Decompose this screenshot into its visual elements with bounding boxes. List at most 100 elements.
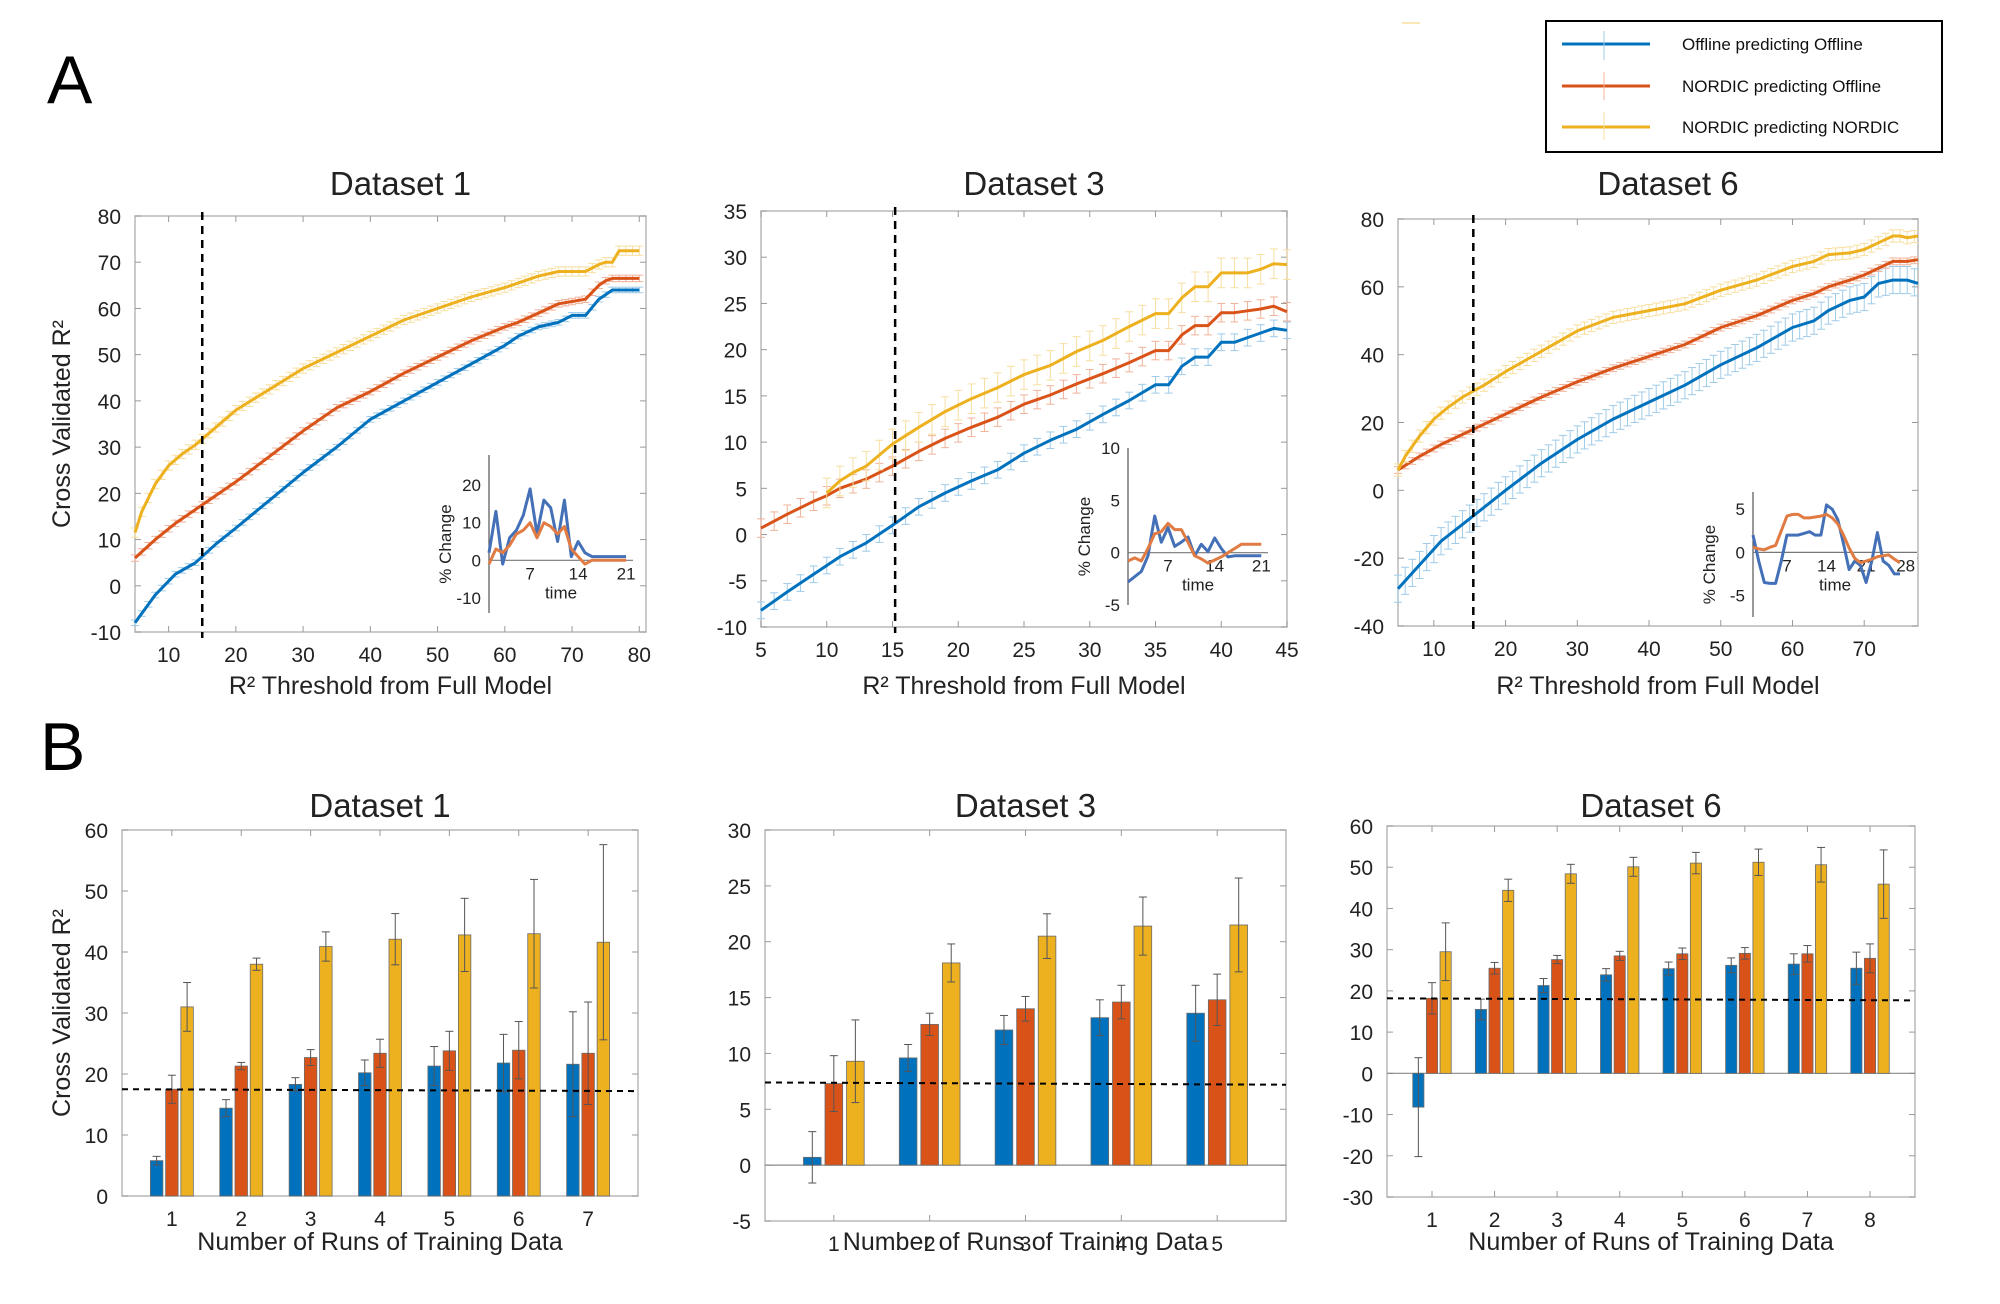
chart-a1: 10 20 30 40 50 60 70 80-1001020304050607080Data… <box>48 165 651 700</box>
bar <box>1037 935 1057 1166</box>
chart-b3: 1 2 3 4 5 -5 0 5 10 15 20 25 30 Dataset 3 Number of Ru… <box>728 787 1287 1256</box>
bar <box>1016 1008 1035 1166</box>
y-tick-label: 0 <box>739 1155 751 1178</box>
bar <box>319 946 333 1197</box>
legend-label: NORDIC predicting Offline <box>1682 77 1881 96</box>
y-tick-label: 30 <box>724 247 747 270</box>
inset-y-tick-label: 5 <box>1111 491 1120 510</box>
inset-y-label: % Change <box>1075 497 1094 576</box>
x-tick-label: 1 <box>166 1208 178 1231</box>
x-tick-label: 6 <box>513 1208 525 1231</box>
x-tick-label: 80 <box>628 644 651 667</box>
y-tick-label: 60 <box>1350 816 1373 839</box>
y-axis-label: Cross Validated R² <box>48 909 76 1117</box>
y-tick-label: 5 <box>739 1099 751 1122</box>
y-tick-label: 60 <box>1361 277 1384 300</box>
x-tick-label: 6 <box>1739 1209 1751 1232</box>
bar <box>1787 963 1800 1074</box>
inset-a1: 7 14 21 -10 0 10 20 time % Change <box>436 455 636 613</box>
x-axis-label: R² Threshold from Full Model <box>862 672 1185 700</box>
series-0 <box>131 286 644 627</box>
y-tick-label: -10 <box>1343 1105 1373 1128</box>
y-tick-label: 15 <box>728 988 751 1011</box>
series-line <box>133 276 640 560</box>
y-tick-label: 30 <box>728 820 751 843</box>
x-tick-label: 60 <box>1781 638 1804 661</box>
bar <box>388 938 402 1197</box>
x-tick-label: 30 <box>1566 638 1589 661</box>
inset-x-label: time <box>545 583 577 602</box>
inset-y-tick-label: 10 <box>462 514 481 533</box>
y-tick-label: 80 <box>1361 209 1384 232</box>
y-tick-label: 5 <box>735 478 747 501</box>
inset-x-label: time <box>1182 576 1214 595</box>
series-line <box>133 288 640 624</box>
y-tick-label: 50 <box>98 345 121 368</box>
legend-entry-offline-offline: Offline predicting Offline <box>1562 31 1863 60</box>
x-tick-label: 4 <box>374 1208 386 1231</box>
x-tick-label: 3 <box>1551 1209 1563 1232</box>
bar <box>1662 968 1675 1074</box>
bar <box>180 1006 194 1197</box>
bar <box>1488 967 1501 1074</box>
panel-label-a: A <box>47 42 93 118</box>
inset-x-tick-label: 14 <box>569 564 588 583</box>
x-tick-label: 7 <box>1802 1209 1814 1232</box>
bar <box>994 1029 1014 1166</box>
x-tick-label: 7 <box>582 1208 594 1231</box>
bar <box>1738 952 1751 1074</box>
bar <box>358 1072 372 1197</box>
bar <box>1502 889 1515 1074</box>
inset-y-label: % Change <box>436 504 455 583</box>
bar <box>288 1083 303 1197</box>
x-tick-label: 5 <box>444 1208 456 1231</box>
inset-y-label: % Change <box>1700 525 1719 604</box>
inset-y-tick-label: 5 <box>1736 500 1745 519</box>
x-tick-label: 30 <box>291 644 314 667</box>
panel-label-b: B <box>40 709 85 785</box>
bar <box>234 1065 248 1197</box>
chart-title: Dataset 3 <box>955 787 1096 824</box>
bar <box>149 1160 164 1197</box>
x-tick-label: 40 <box>1210 639 1233 662</box>
bar <box>1627 866 1640 1074</box>
x-tick-label: 45 <box>1275 639 1298 662</box>
bar <box>442 1050 457 1197</box>
bar <box>373 1052 387 1197</box>
inset-series-line <box>1127 521 1262 565</box>
x-tick-label: 15 <box>881 639 904 662</box>
x-tick-label: 2 <box>924 1233 936 1256</box>
y-tick-label: 20 <box>728 932 751 955</box>
y-tick-label: 60 <box>85 820 108 843</box>
y-tick-label: -40 <box>1354 616 1384 639</box>
x-tick-label: 60 <box>493 644 516 667</box>
bar <box>249 963 264 1197</box>
inset-y-tick-label: 10 <box>1101 439 1120 458</box>
bar <box>1613 955 1626 1074</box>
y-tick-label: 0 <box>109 576 121 599</box>
inset-x-tick-label: 28 <box>1896 556 1915 575</box>
bar <box>1689 862 1702 1074</box>
chart-b6: 1 2 3 4 5 6 7 8 -30 -20 -10 0 10 20 30 40 50 60 Dataset 6 N… <box>1343 787 1916 1256</box>
bar <box>1676 953 1689 1074</box>
y-tick-label: 25 <box>724 293 747 316</box>
inset-y-tick-label: 0 <box>1111 544 1120 563</box>
y-tick-label: 15 <box>724 386 747 409</box>
bar <box>303 1057 318 1197</box>
bar <box>941 962 961 1166</box>
y-tick-label: 40 <box>98 391 121 414</box>
x-tick-label: 3 <box>1020 1233 1032 1256</box>
reference-line <box>1386 997 1916 1002</box>
inset-x-tick-label: 21 <box>617 564 636 583</box>
y-tick-label: 20 <box>1361 413 1384 436</box>
y-tick-label: 20 <box>98 483 121 506</box>
bar <box>457 934 472 1197</box>
y-tick-label: 60 <box>98 298 121 321</box>
y-tick-label: 30 <box>98 437 121 460</box>
x-tick-label: 40 <box>359 644 382 667</box>
inset-x-tick-label: 7 <box>525 564 534 583</box>
x-tick-label: 70 <box>1853 638 1876 661</box>
chart-title: Dataset 6 <box>1597 165 1738 202</box>
